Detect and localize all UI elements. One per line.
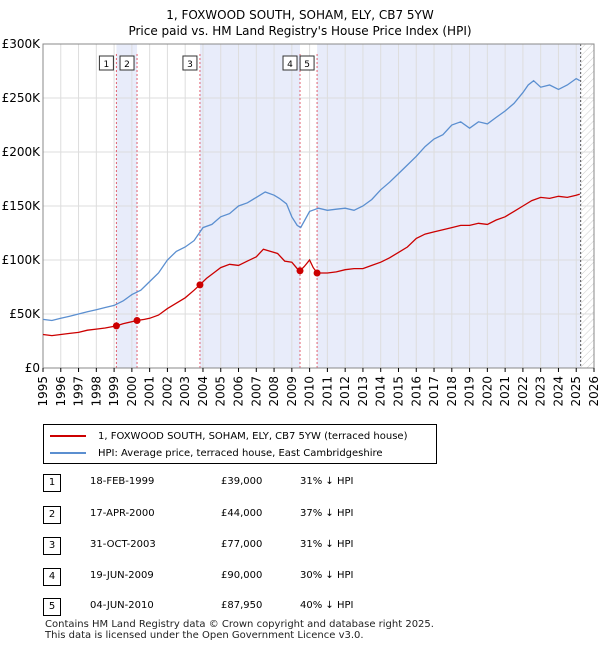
footer: Contains HM Land Registry data © Crown c…	[45, 619, 434, 641]
x-tick-label: 2015	[391, 376, 405, 407]
x-tick-label: 2018	[445, 376, 459, 407]
marker-badge-label: 1	[104, 60, 110, 70]
legend-label-property: 1, FOXWOOD SOUTH, SOHAM, ELY, CB7 5YW (t…	[98, 430, 408, 442]
x-tick-label: 2007	[249, 376, 263, 407]
hpi-line	[42, 77, 581, 322]
table-row: 2 17-APR-2000 £44,000 37% ↓ HPI	[43, 506, 443, 524]
footer-copyright: Contains HM Land Registry data © Crown c…	[45, 619, 434, 630]
x-tick-label: 2008	[267, 376, 281, 407]
transaction-date: 31-OCT-2003	[90, 539, 156, 550]
x-tick-label: 2003	[178, 376, 192, 407]
property-line	[42, 193, 580, 337]
plot-border	[42, 43, 595, 369]
x-tick-label: 2022	[516, 376, 530, 407]
table-row: 4 19-JUN-2009 £90,000 30% ↓ HPI	[43, 568, 443, 586]
sale-point	[112, 322, 120, 330]
y-tick-label: £200K	[2, 145, 42, 159]
transaction-price: £44,000	[221, 508, 263, 519]
marker-badge-label: 3	[187, 60, 193, 70]
transaction-date: 18-FEB-1999	[90, 476, 155, 487]
sale-point	[296, 267, 304, 275]
x-tick-label: 2002	[160, 376, 174, 407]
transaction-date: 04-JUN-2010	[90, 600, 154, 611]
x-tick-label: 1996	[54, 376, 68, 407]
legend-item-property: 1, FOXWOOD SOUTH, SOHAM, ELY, CB7 5YW (t…	[50, 429, 407, 443]
x-tick-label: 2001	[143, 376, 157, 407]
transaction-date: 17-APR-2000	[90, 508, 155, 519]
transaction-hpi: 30% ↓ HPI	[300, 570, 354, 581]
x-tick-label: 2009	[285, 376, 299, 407]
legend-label-hpi: HPI: Average price, terraced house, East…	[98, 447, 383, 459]
x-tick-label: 2014	[374, 376, 388, 407]
marker-badge	[282, 55, 298, 71]
chart-title: 1, FOXWOOD SOUTH, SOHAM, ELY, CB7 5YW	[166, 8, 434, 22]
x-tick-label: 2026	[587, 376, 600, 407]
x-tick-label: 1999	[107, 376, 121, 407]
y-tick-label: £250K	[2, 91, 42, 105]
transaction-date: 19-JUN-2009	[90, 570, 154, 581]
price-chart: 1 2 3 4 5 £0 £50K £100K £150K £200K £250K £300K 1995…	[2, 37, 600, 407]
sale-point	[133, 316, 141, 324]
x-tick-label: 2010	[303, 376, 317, 407]
marker-badge	[182, 55, 198, 71]
transaction-price: £77,000	[221, 539, 263, 550]
marker-badge	[119, 55, 135, 71]
x-tick-label: 2019	[463, 376, 477, 407]
transaction-hpi: 31% ↓ HPI	[300, 539, 354, 550]
x-tick-label: 2006	[232, 376, 246, 407]
marker-badge	[98, 55, 114, 71]
y-tick-label: £0	[25, 361, 40, 375]
x-tick-label: 2004	[196, 376, 210, 407]
sale-point	[313, 269, 321, 277]
y-tick-label: £150K	[2, 199, 42, 213]
transaction-number: 1	[43, 474, 61, 492]
x-tick-label: 2023	[534, 376, 548, 407]
x-tick-label: 1998	[89, 376, 103, 407]
y-tick-label: £50K	[9, 307, 41, 321]
marker-badge-label: 2	[124, 60, 130, 70]
x-tick-label: 1995	[36, 376, 50, 407]
transaction-price: £87,950	[221, 600, 263, 611]
y-tick-label: £100K	[2, 253, 42, 267]
x-tick-label: 2021	[498, 376, 512, 407]
table-row: 5 04-JUN-2010 £87,950 40% ↓ HPI	[43, 598, 443, 616]
transaction-number: 4	[43, 568, 61, 586]
chart-subtitle: Price paid vs. HM Land Registry's House …	[128, 24, 472, 38]
marker-badge-label: 4	[287, 60, 293, 70]
transaction-price: £90,000	[221, 570, 263, 581]
x-tick-label: 2011	[320, 376, 334, 407]
x-tick-label: 2012	[338, 376, 352, 407]
table-row: 3 31-OCT-2003 £77,000 31% ↓ HPI	[43, 537, 443, 555]
transaction-hpi: 40% ↓ HPI	[300, 600, 354, 611]
x-tick-label: 2016	[409, 376, 423, 407]
transaction-hpi: 37% ↓ HPI	[300, 508, 354, 519]
marker-badge	[299, 55, 315, 71]
legend-line-red	[50, 435, 86, 437]
x-tick-label: 2017	[427, 376, 441, 407]
legend-line-blue	[50, 452, 86, 454]
x-tick-label: 2000	[125, 376, 139, 407]
transaction-number: 2	[43, 506, 61, 524]
y-tick-label: £300K	[2, 37, 42, 51]
table-row: 1 18-FEB-1999 £39,000 31% ↓ HPI	[43, 474, 443, 492]
footer-licence: This data is licensed under the Open Gov…	[45, 630, 364, 641]
transaction-hpi: 31% ↓ HPI	[300, 476, 354, 487]
transaction-price: £39,000	[221, 476, 263, 487]
transaction-number: 3	[43, 537, 61, 555]
transaction-number: 5	[43, 598, 61, 616]
marker-badge-label: 5	[304, 60, 310, 70]
sale-point	[196, 281, 204, 289]
x-tick-label: 2024	[551, 376, 565, 407]
x-tick-label: 2013	[356, 376, 370, 407]
legend-item-hpi: HPI: Average price, terraced house, East…	[50, 446, 383, 460]
x-tick-label: 1997	[72, 376, 86, 407]
x-tick-label: 2020	[480, 376, 494, 407]
x-tick-label: 2025	[569, 376, 583, 407]
legend: 1, FOXWOOD SOUTH, SOHAM, ELY, CB7 5YW (t…	[43, 424, 437, 464]
x-tick-label: 2005	[214, 376, 228, 407]
